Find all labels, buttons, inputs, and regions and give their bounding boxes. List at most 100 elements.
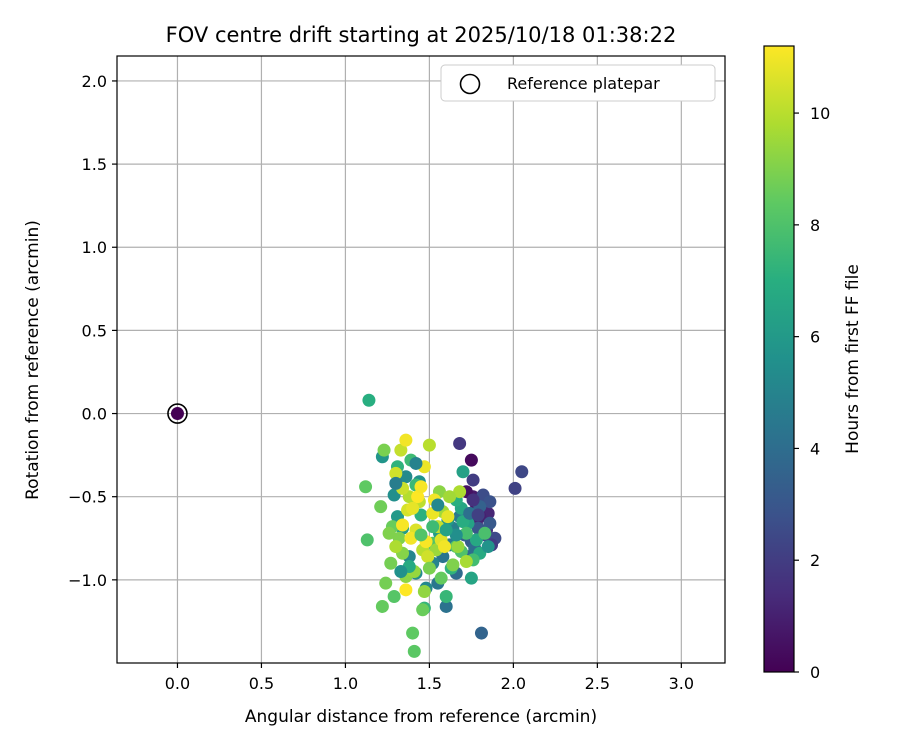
scatter-point [362,393,376,407]
y-tick-label: −1.0 [68,571,107,590]
scatter-point [453,485,467,499]
scatter-point [453,436,467,450]
scatter-point [464,571,478,585]
x-tick-label: 3.0 [669,674,694,693]
y-tick-label: 1.0 [82,238,107,257]
scatter-point [399,470,413,484]
y-tick-label: 0.0 [82,405,107,424]
scatter-point [374,500,388,514]
scatter-point [422,561,436,575]
legend-marker-ref [459,73,481,95]
legend-label-ref: Reference platepar [507,74,660,93]
legend-box [440,64,716,102]
scatter-point [389,476,403,490]
chart-title: FOV centre drift starting at 2025/10/18 … [166,23,677,47]
scatter-point [451,540,465,554]
y-tick-label: 0.5 [82,321,107,340]
reference-point-group [167,403,188,424]
y-tick-label: 1.5 [82,155,107,174]
scatter-point [483,516,497,530]
colorbar-ticks: 0 2 4 6 8 10 [794,104,830,682]
scatter-point [389,466,403,480]
scatter-point [439,589,453,603]
x-tick-label: 1.5 [417,674,442,693]
reference-point [170,407,184,421]
scatter-point [443,490,457,504]
scatter-point [394,443,408,457]
scatter-point [414,528,428,542]
scatter-point [426,520,440,534]
scatter-point [394,565,408,579]
scatter-point [399,583,413,597]
x-axis-ticks: 0.0 0.5 1.0 1.5 2.0 2.5 3.0 [165,663,694,693]
colorbar-tick-label: 0 [810,663,820,682]
scatter-point [449,528,463,542]
colorbar-tick-label: 8 [810,216,820,235]
scatter-point [439,599,453,613]
scatter-point [377,443,391,457]
scatter-point [434,571,448,585]
scatter-point [375,599,389,613]
colorbar-tick-label: 6 [810,328,820,347]
y-tick-label: 2.0 [82,72,107,91]
x-tick-label: 0.0 [165,674,190,693]
scatter-point [466,493,480,507]
scatter-point [471,508,485,522]
scatter-point [414,480,428,494]
scatter-points [359,393,529,658]
scatter-point [439,523,453,537]
scatter-point [396,518,410,532]
scatter-point [417,584,431,598]
colorbar-tick-label: 4 [810,439,820,458]
scatter-point [438,540,452,554]
colorbar-tick-label: 10 [810,104,830,123]
scatter-point [483,495,497,509]
scatter-point [406,501,420,515]
scatter-point [515,465,529,479]
scatter-point [481,540,495,554]
scatter-point [406,626,420,640]
scatter-point [389,540,403,554]
scatter-point [466,473,480,487]
legend: Reference platepar [440,64,716,102]
scatter-point [459,526,473,540]
scatter-point [446,558,460,572]
scatter-point [359,480,373,494]
colorbar-tick-label: 2 [810,551,820,570]
scatter-point [421,550,435,564]
scatter-point [431,498,445,512]
scatter-point [404,531,418,545]
colorbar-label: Hours from first FF file [843,264,863,454]
scatter-point [387,589,401,603]
scatter-point [459,555,473,569]
scatter-point [407,644,421,658]
y-axis-ticks: −1.0 −0.5 0.0 0.5 1.0 1.5 2.0 [68,72,117,590]
x-tick-label: 2.0 [501,674,526,693]
scatter-point [464,453,478,467]
scatter-point [474,626,488,640]
scatter-point [379,576,393,590]
x-tick-label: 1.0 [333,674,358,693]
scatter-point [411,490,425,504]
colorbar-gradient [763,45,795,673]
scatter-point [508,481,522,495]
x-tick-label: 2.5 [585,674,610,693]
x-axis-label: Angular distance from reference (arcmin) [245,707,597,727]
scatter-point [409,456,423,470]
scatter-point [382,526,396,540]
y-axis-label: Rotation from reference (arcmin) [23,220,43,500]
scatter-point [399,433,413,447]
reference-ring [167,403,188,424]
y-tick-label: −0.5 [68,488,107,507]
plot-frame [116,55,726,664]
scatter-point [416,603,430,617]
scatter-point [478,526,492,540]
colorbar: 0 2 4 6 8 10 Hours from first FF file [763,45,863,682]
scatter-point [422,438,436,452]
scatter-point [360,533,374,547]
scatter-point [441,510,455,524]
x-tick-label: 0.5 [249,674,274,693]
scatter-point [384,556,398,570]
scatter-point [456,465,470,479]
